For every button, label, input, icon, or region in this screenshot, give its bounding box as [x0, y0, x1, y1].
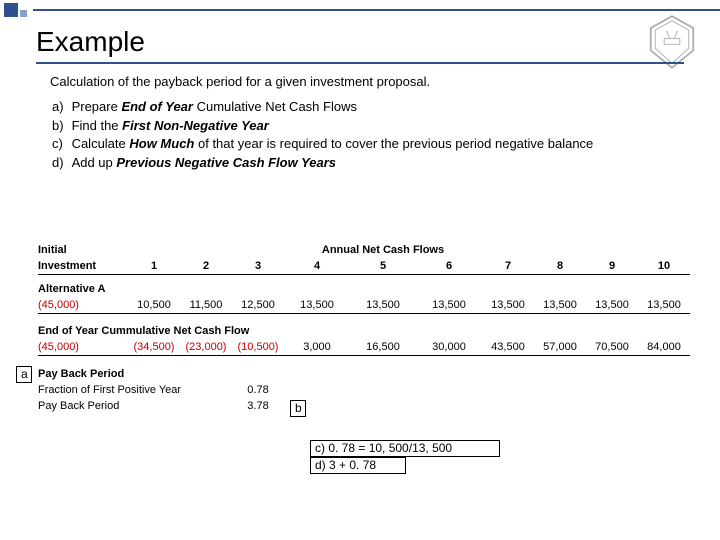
altA-f3: 12,500 [232, 297, 284, 314]
hdr-y3: 3 [232, 258, 284, 275]
altA-f5: 13,500 [350, 297, 416, 314]
hdr-initial: Initial [38, 242, 128, 258]
step-d-marker: d) [52, 155, 70, 172]
cum-9: 70,500 [586, 339, 638, 356]
accent-line [33, 9, 720, 11]
steps-list: a) Prepare End of Year Cumulative Net Ca… [50, 97, 595, 174]
altA-f8: 13,500 [534, 297, 586, 314]
hdr-y5: 5 [350, 258, 416, 275]
altA-f9: 13,500 [586, 297, 638, 314]
row-cumulative-label: End of Year Cummulative Net Cash Flow [38, 323, 690, 339]
payback-label: Pay Back Period [38, 366, 690, 382]
altA-initial: (45,000) [38, 297, 128, 314]
hdr-y6: 6 [416, 258, 482, 275]
step-b-bold: First Non-Negative Year [122, 118, 269, 133]
cum-8: 57,000 [534, 339, 586, 356]
row-payback-label: Pay Back Period [38, 366, 690, 382]
cumulative-label: End of Year Cummulative Net Cash Flow [38, 323, 690, 339]
cum-0: (45,000) [38, 339, 128, 356]
step-d: d) Add up Previous Negative Cash Flow Ye… [52, 155, 593, 172]
hdr-y9: 9 [586, 258, 638, 275]
hdr-y2: 2 [180, 258, 232, 275]
cum-6: 30,000 [416, 339, 482, 356]
step-d-bold: Previous Negative Cash Flow Years [116, 155, 336, 170]
altA-f10: 13,500 [638, 297, 690, 314]
cum-5: 16,500 [350, 339, 416, 356]
cum-7: 43,500 [482, 339, 534, 356]
altA-f7: 13,500 [482, 297, 534, 314]
step-c: c) Calculate How Much of that year is re… [52, 136, 593, 153]
cum-10: 84,000 [638, 339, 690, 356]
step-b-text: Find the First Non-Negative Year [72, 118, 594, 135]
fraction-label: Fraction of First Positive Year [38, 382, 232, 398]
step-a-text: Prepare End of Year Cumulative Net Cash … [72, 99, 594, 116]
cashflow-table-region: Initial Annual Net Cash Flows Investment… [38, 242, 690, 414]
hdr-y1: 1 [128, 258, 180, 275]
row-altA-values: (45,000) 10,500 11,500 12,500 13,500 13,… [38, 297, 690, 314]
header-row-1: Initial Annual Net Cash Flows [38, 242, 690, 258]
hdr-y7: 7 [482, 258, 534, 275]
intro-text: Calculation of the payback period for a … [50, 74, 684, 89]
step-c-text: Calculate How Much of that year is requi… [72, 136, 594, 153]
step-a-marker: a) [52, 99, 70, 116]
top-accent-bar [0, 0, 720, 20]
step-a-pre: Prepare [72, 99, 122, 114]
altA-label: Alternative A [38, 281, 690, 297]
row-altA-label: Alternative A [38, 281, 690, 297]
altA-f2: 11,500 [180, 297, 232, 314]
cashflow-table: Initial Annual Net Cash Flows Investment… [38, 242, 690, 414]
step-b-pre: Find the [72, 118, 123, 133]
step-a-mid: Cumulative Net Cash Flows [193, 99, 357, 114]
step-c-pre: Calculate [72, 136, 130, 151]
step-a: a) Prepare End of Year Cumulative Net Ca… [52, 99, 593, 116]
annotation-d: d) 3 + 0. 78 [310, 457, 406, 474]
step-b-marker: b) [52, 118, 70, 135]
cum-3: (10,500) [232, 339, 284, 356]
altA-f4: 13,500 [284, 297, 350, 314]
hdr-y4: 4 [284, 258, 350, 275]
cum-2: (23,000) [180, 339, 232, 356]
step-b: b) Find the First Non-Negative Year [52, 118, 593, 135]
altA-f1: 10,500 [128, 297, 180, 314]
step-d-text: Add up Previous Negative Cash Flow Years [72, 155, 594, 172]
cum-4: 3,000 [284, 339, 350, 356]
row-period: Pay Back Period 3.78 [38, 398, 690, 414]
hdr-investment: Investment [38, 258, 128, 275]
hdr-annual: Annual Net Cash Flows [284, 242, 482, 258]
annotation-c: c) 0. 78 = 10, 500/13, 500 [310, 440, 500, 457]
accent-square-large [4, 3, 18, 17]
step-c-post: of that year is required to cover the pr… [194, 136, 593, 151]
annotation-b: b [290, 400, 306, 417]
fraction-value: 0.78 [232, 382, 284, 398]
altA-f6: 13,500 [416, 297, 482, 314]
step-a-bold: End of Year [121, 99, 193, 114]
header-row-2: Investment 1 2 3 4 5 6 7 8 9 10 [38, 258, 690, 275]
step-d-pre: Add up [72, 155, 117, 170]
row-cumulative-values: (45,000) (34,500) (23,000) (10,500) 3,00… [38, 339, 690, 356]
annotation-a: a [16, 366, 32, 383]
step-c-marker: c) [52, 136, 70, 153]
cum-1: (34,500) [128, 339, 180, 356]
hdr-y10: 10 [638, 258, 690, 275]
slide-title: Example [36, 26, 684, 64]
hdr-y8: 8 [534, 258, 586, 275]
row-fraction: Fraction of First Positive Year 0.78 [38, 382, 690, 398]
step-c-bold: How Much [129, 136, 194, 151]
period-label: Pay Back Period [38, 398, 232, 414]
period-value: 3.78 [232, 398, 284, 414]
accent-square-small [20, 10, 27, 17]
